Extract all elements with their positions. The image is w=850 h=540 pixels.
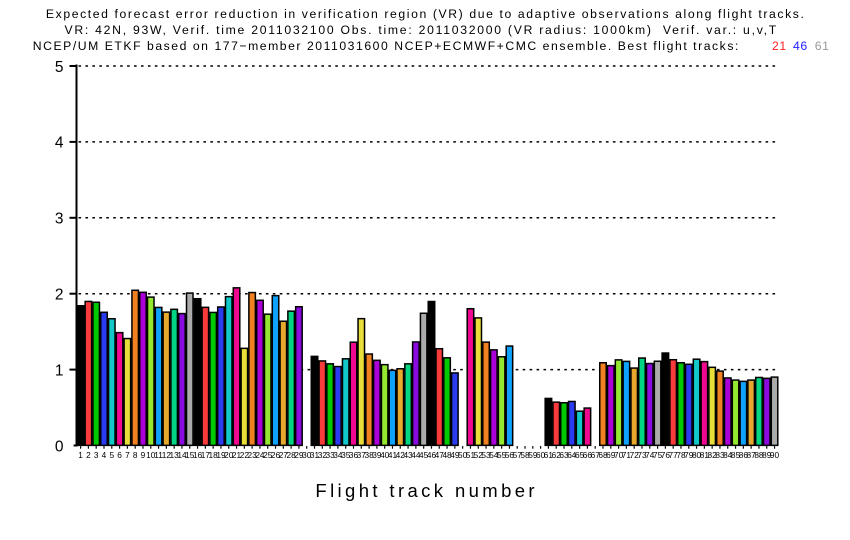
svg-text:37: 37 — [357, 450, 367, 460]
svg-text:86: 86 — [739, 450, 749, 460]
svg-text:28: 28 — [287, 450, 297, 460]
svg-text:75: 75 — [653, 450, 663, 460]
svg-text:10: 10 — [146, 450, 156, 460]
svg-text:36: 36 — [349, 450, 359, 460]
svg-text:76: 76 — [661, 450, 671, 460]
svg-text:41: 41 — [388, 450, 398, 460]
svg-text:15: 15 — [185, 450, 195, 460]
svg-text:3: 3 — [94, 450, 99, 460]
svg-text:70: 70 — [614, 450, 624, 460]
svg-text:80: 80 — [692, 450, 702, 460]
svg-text:18: 18 — [209, 450, 219, 460]
svg-text:73: 73 — [637, 450, 647, 460]
svg-text:56: 56 — [505, 450, 515, 460]
svg-text:42: 42 — [396, 450, 406, 460]
svg-text:47: 47 — [435, 450, 445, 460]
svg-text:65: 65 — [575, 450, 585, 460]
svg-text:53: 53 — [481, 450, 491, 460]
svg-text:85: 85 — [731, 450, 741, 460]
svg-text:27: 27 — [279, 450, 289, 460]
svg-text:46: 46 — [427, 450, 437, 460]
svg-text:81: 81 — [700, 450, 710, 460]
svg-text:7: 7 — [125, 450, 130, 460]
svg-text:83: 83 — [715, 450, 725, 460]
svg-text:59: 59 — [528, 450, 538, 460]
svg-text:2: 2 — [86, 450, 91, 460]
svg-text:8: 8 — [133, 450, 138, 460]
svg-text:1: 1 — [55, 362, 64, 379]
svg-text:89: 89 — [762, 450, 772, 460]
svg-text:57: 57 — [513, 450, 523, 460]
svg-text:72: 72 — [630, 450, 640, 460]
svg-text:5: 5 — [55, 59, 64, 76]
svg-text:29: 29 — [294, 450, 304, 460]
svg-text:48: 48 — [442, 450, 452, 460]
svg-text:39: 39 — [372, 450, 382, 460]
svg-text:55: 55 — [497, 450, 507, 460]
svg-text:38: 38 — [364, 450, 374, 460]
svg-text:16: 16 — [193, 450, 203, 460]
svg-text:2: 2 — [55, 287, 64, 304]
svg-text:13: 13 — [170, 450, 180, 460]
svg-text:5: 5 — [109, 450, 114, 460]
svg-text:25: 25 — [263, 450, 273, 460]
svg-text:4: 4 — [102, 450, 107, 460]
svg-text:24: 24 — [255, 450, 265, 460]
svg-text:71: 71 — [622, 450, 632, 460]
svg-text:23: 23 — [248, 450, 258, 460]
svg-text:9: 9 — [141, 450, 146, 460]
svg-text:11: 11 — [154, 450, 163, 460]
svg-text:43: 43 — [403, 450, 413, 460]
svg-text:45: 45 — [419, 450, 429, 460]
svg-text:32: 32 — [318, 450, 328, 460]
svg-text:34: 34 — [333, 450, 343, 460]
svg-text:51: 51 — [466, 450, 476, 460]
svg-text:12: 12 — [162, 450, 172, 460]
svg-text:44: 44 — [411, 450, 421, 460]
svg-text:67: 67 — [591, 450, 601, 460]
svg-text:52: 52 — [474, 450, 484, 460]
svg-text:49: 49 — [450, 450, 460, 460]
svg-text:33: 33 — [325, 450, 335, 460]
svg-text:77: 77 — [669, 450, 679, 460]
svg-text:66: 66 — [583, 450, 593, 460]
svg-text:82: 82 — [708, 450, 718, 460]
svg-text:40: 40 — [380, 450, 390, 460]
svg-text:60: 60 — [536, 450, 546, 460]
svg-text:19: 19 — [216, 450, 226, 460]
svg-text:0: 0 — [55, 438, 64, 455]
svg-text:58: 58 — [520, 450, 530, 460]
svg-text:22: 22 — [240, 450, 250, 460]
svg-text:54: 54 — [489, 450, 499, 460]
svg-text:64: 64 — [567, 450, 577, 460]
svg-text:88: 88 — [754, 450, 764, 460]
svg-text:26: 26 — [271, 450, 281, 460]
svg-text:35: 35 — [341, 450, 351, 460]
svg-text:61: 61 — [544, 450, 554, 460]
svg-text:6: 6 — [117, 450, 122, 460]
svg-text:21: 21 — [232, 450, 242, 460]
svg-text:90: 90 — [770, 450, 780, 460]
svg-text:30: 30 — [302, 450, 312, 460]
svg-text:74: 74 — [645, 450, 655, 460]
svg-text:62: 62 — [552, 450, 562, 460]
svg-text:17: 17 — [201, 450, 211, 460]
svg-text:20: 20 — [224, 450, 234, 460]
svg-text:31: 31 — [310, 450, 320, 460]
svg-text:69: 69 — [606, 450, 616, 460]
svg-text:4: 4 — [55, 135, 64, 152]
svg-text:79: 79 — [684, 450, 694, 460]
svg-text:50: 50 — [458, 450, 468, 460]
svg-text:63: 63 — [559, 450, 569, 460]
svg-text:84: 84 — [723, 450, 733, 460]
svg-text:68: 68 — [598, 450, 608, 460]
svg-text:87: 87 — [747, 450, 757, 460]
svg-text:3: 3 — [55, 211, 64, 228]
svg-text:1: 1 — [78, 450, 83, 460]
svg-text:78: 78 — [676, 450, 686, 460]
svg-text:14: 14 — [177, 450, 187, 460]
